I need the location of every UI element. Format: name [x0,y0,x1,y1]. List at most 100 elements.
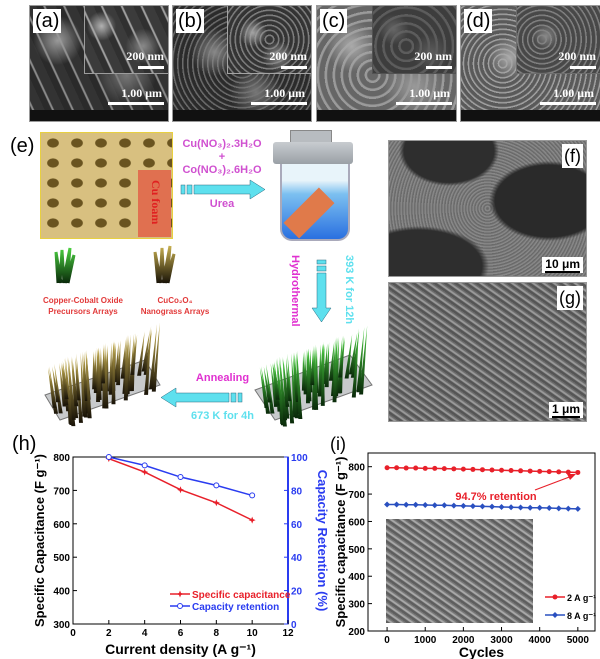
spike [83,353,89,401]
spike [307,348,312,400]
spike [286,357,292,402]
data-point [574,505,581,512]
y2-tick-label: 60 [291,520,303,531]
data-point [527,504,534,511]
scale-bar [545,271,580,273]
data-point [403,501,410,508]
x-tick-label: 5000 [567,635,590,646]
spike [294,354,299,402]
x-tick-label: 1000 [414,635,437,646]
sem-inset [371,6,456,74]
spike [92,351,97,390]
scale-bar [551,416,580,418]
data-point [413,465,419,471]
legend-nanograss-line2: Nanograss Arrays [140,307,210,316]
spike [320,341,325,406]
spike [348,332,358,375]
annealing-label: Annealing [195,372,250,384]
spike [310,349,315,386]
panel-label-h: (h) [12,433,36,455]
panel-label: (a) [33,9,62,33]
hydro-condition-label: 393 K for 12h [343,255,355,325]
arrow-left-icon [160,387,243,408]
spike [116,340,121,386]
spike [97,347,102,398]
data-point [384,465,390,471]
x-tick-label: 12 [282,628,294,639]
spike [144,325,152,395]
plot-frame [367,452,596,632]
sem-inset [515,6,600,74]
y-tick-label: 600 [53,520,70,531]
reagent-2: Co(NO₃)₂.6H₂O [182,164,262,176]
sem-info-bar [317,110,456,121]
scale-box: 1 μm [548,402,583,418]
data-point [527,468,533,474]
data-point [403,465,409,471]
data-point [441,466,447,472]
spike [297,350,303,420]
data-point [508,504,515,511]
data-point [141,462,148,469]
x-tick-label: 3000 [490,635,513,646]
inset-scale-label: 200 nm [558,48,596,63]
scale-bar [540,102,596,105]
inset-scale-label: 200 nm [269,48,307,63]
y2-axis-label: Capacity Retention (%) [315,470,330,612]
sem-inset [227,6,311,74]
spike [301,352,306,391]
arrow-right-icon [180,179,266,200]
spike [72,357,79,407]
sem-panel-g: (g) 1 μm [388,282,587,422]
data-point [141,468,149,476]
y-tick-label: 700 [348,490,365,501]
spike [76,353,83,423]
data-point [575,469,581,475]
scale-label: 1.00 μm [264,86,305,100]
panel-label: (b) [176,9,205,33]
data-point [248,516,256,524]
legend-label: 8 A g⁻¹ [567,611,596,621]
data-point [546,505,553,512]
x-tick-label: 2000 [452,635,475,646]
panel-label: (d) [464,9,493,33]
spike [351,328,359,398]
inset-scale-bar [570,65,596,69]
data-point [552,612,558,618]
spike [291,353,298,418]
data-point [432,465,438,471]
spike [266,364,275,414]
legend-precursor-line1: Copper-Cobalt Oxide [42,296,123,305]
y-axis-label: Specific Capacitance (F g⁻¹) [32,454,47,627]
scale-label: 10 μm [545,257,580,271]
y-tick-label: 300 [53,620,70,631]
sem-inset [84,6,168,74]
inset-scale-bar [138,65,164,69]
legend-precursor: Copper-Cobalt Oxide Precursors Arrays [33,295,133,317]
legend-nanograss: CuCo₂O₄ Nanograss Arrays [130,295,220,317]
spike [61,362,69,400]
data-point [177,603,183,609]
y-tick-label: 500 [53,553,70,564]
legend-precursor-line2: Precursors Arrays [48,307,118,316]
spike [130,334,138,375]
spike [80,352,87,417]
spike [128,333,135,392]
data-point [393,501,400,508]
arrow-head-icon [567,474,576,480]
inset-scale-label: 200 nm [126,48,164,63]
panel-label: (f) [562,144,583,168]
data-point [537,468,543,474]
data-point [422,502,429,509]
y-tick-label: 500 [348,545,365,556]
x-axis-label: Current density (A g⁻¹) [105,641,256,657]
spike [54,363,63,414]
sem-panel-d: (d) 200 nm 1.00 μm [460,5,600,122]
panel-label-e: (e) [10,135,35,157]
anneal-condition-label: 673 K for 4h [191,410,254,422]
spike [148,324,157,390]
x-tick-label: 0 [70,628,76,639]
spike [104,343,109,409]
legend-label: Capacity retention [192,602,279,613]
